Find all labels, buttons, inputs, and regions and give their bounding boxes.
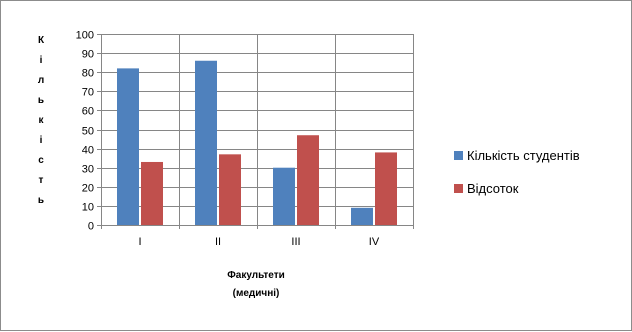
x-axis-title: Факультети (медичні)	[227, 270, 285, 299]
y-tick-label: 80	[82, 68, 94, 80]
gridlines	[97, 34, 413, 229]
legend-swatch-students	[454, 151, 463, 160]
y-tick-label: 60	[82, 106, 94, 118]
y-tick-label: 90	[82, 49, 94, 61]
bar-students-IV	[351, 207, 373, 225]
x-axis-title-line-2: (медичні)	[233, 288, 280, 299]
y-axis-title-letter: К	[38, 35, 45, 46]
legend-label-students: Кількість студентів	[467, 148, 580, 163]
y-axis-title-letter: ь	[38, 195, 44, 206]
y-axis-title-letter: і	[40, 55, 43, 66]
y-tick-label: 100	[76, 30, 94, 42]
y-tick-label: 70	[82, 87, 94, 99]
legend-swatch-percent	[454, 184, 463, 193]
legend: Кількість студентів Відсоток	[454, 148, 580, 196]
bar-students-I	[117, 68, 139, 225]
x-axis-title-line-1: Факультети	[227, 270, 285, 281]
y-axis-title-letter: л	[38, 75, 44, 86]
y-axis-title-letter: т	[39, 175, 44, 186]
x-category-label: III	[291, 236, 300, 248]
bar-students-II	[195, 60, 217, 225]
y-tick-label: 40	[82, 145, 94, 157]
y-tick-label: 0	[88, 221, 94, 233]
x-category-label: IV	[369, 236, 380, 248]
y-tick-labels: 0 10 20 30 40 50 60 70 80 90 100	[76, 30, 94, 233]
x-category-labels: I II III IV	[138, 236, 379, 248]
bar-percent-I	[141, 161, 163, 225]
legend-label-percent: Відсоток	[467, 181, 519, 196]
y-axis-title-letter: і	[40, 135, 43, 146]
y-tick-label: 10	[82, 202, 94, 214]
y-axis-title-letter: к	[38, 115, 44, 126]
bar-percent-III	[297, 135, 319, 225]
y-tick-label: 20	[82, 183, 94, 195]
bars	[117, 60, 397, 225]
bar-percent-IV	[375, 152, 397, 225]
x-category-label: II	[215, 236, 221, 248]
y-tick-label: 50	[82, 126, 94, 138]
y-axis-title-letter: ь	[38, 95, 44, 106]
y-tick-label: 30	[82, 164, 94, 176]
y-axis-title-letter: с	[38, 155, 44, 166]
axes	[101, 34, 414, 229]
x-category-label: I	[138, 236, 141, 248]
bar-students-III	[273, 167, 295, 225]
y-axis-title: Кількість	[38, 35, 45, 206]
bar-percent-II	[219, 154, 241, 225]
